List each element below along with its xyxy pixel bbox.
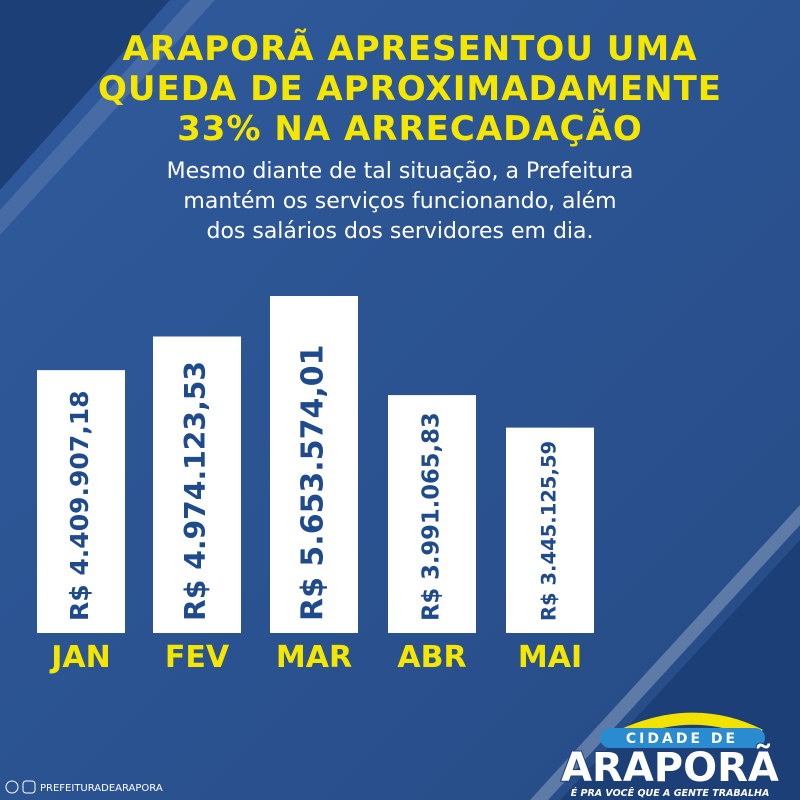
subtitle-line: mantém os serviços funcionando, além: [183, 189, 616, 214]
bar: [506, 427, 594, 633]
bar: [388, 395, 476, 633]
value-label: R$ 4.409.907,18: [65, 390, 94, 621]
slogan: É PRA VOCÊ QUE A GENTE TRABALHA: [571, 787, 770, 799]
logo-banner: [600, 728, 765, 748]
bar: [37, 370, 125, 633]
facebook-icon: [5, 780, 19, 794]
category-label: MAR: [276, 640, 352, 675]
corner-band: [0, 0, 170, 190]
corner-stripe: [0, 0, 215, 235]
category-label: JAN: [49, 640, 111, 675]
category-label: MAI: [518, 640, 582, 675]
title-line: 33% NA ARRECADAÇÃO: [177, 108, 643, 149]
instagram-icon: [22, 780, 36, 794]
subtitle-line: Mesmo diante de tal situação, a Prefeitu…: [167, 159, 634, 184]
value-label: R$ 3.991.065,83: [419, 412, 445, 621]
logo: CIDADE DE ARAPORÃ É PRA VOCÊ QUE A GENTE…: [560, 712, 780, 799]
value-label: R$ 3.445.125,59: [538, 441, 561, 621]
corner-stripe: [530, 505, 800, 800]
social-handle: PREFEITURADEARAPORA: [40, 783, 163, 794]
bar: [270, 296, 358, 633]
category-label: ABR: [397, 640, 466, 675]
subtitle-line: dos salários dos servidores em dia.: [206, 219, 593, 244]
value-label: R$ 5.653.574,01: [296, 345, 331, 621]
title-line: ARAPORÃ APRESENTOU UMA: [122, 28, 697, 69]
value-label: R$ 4.974.123,53: [179, 361, 212, 621]
category-label: FEV: [165, 640, 230, 675]
logo-top: CIDADE DE: [626, 731, 738, 747]
title-line: QUEDA DE APROXIMADAMENTE: [98, 69, 722, 109]
bar: [153, 336, 241, 633]
logo-name: ARAPORÃ: [561, 742, 779, 791]
